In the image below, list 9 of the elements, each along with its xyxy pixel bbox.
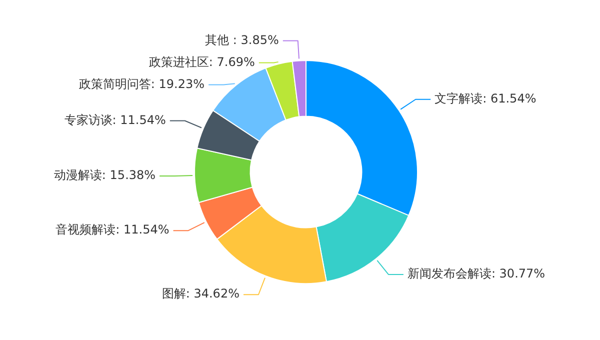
slice-label: 动漫解读: 15.38% bbox=[54, 168, 156, 182]
slice-label: 专家访谈: 11.54% bbox=[64, 112, 166, 127]
slice-label: 音视频解读: 11.54% bbox=[56, 222, 170, 237]
slice-label: 政策进社区: 7.69% bbox=[148, 54, 255, 69]
slice-label: 图解: 34.62% bbox=[162, 286, 240, 301]
slice-label: 政策简明问答: 19.23% bbox=[78, 76, 205, 91]
slice-label: 文字解读: 61.54% bbox=[434, 91, 536, 106]
slice-label: 其他 : 3.85% bbox=[205, 32, 279, 47]
slice-label: 新闻发布会解读: 30.77% bbox=[407, 266, 546, 281]
